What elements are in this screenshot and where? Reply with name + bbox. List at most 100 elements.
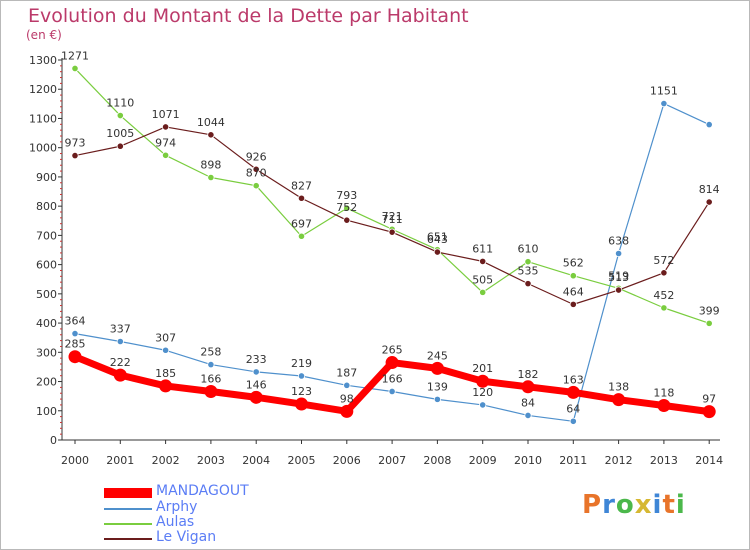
- data-point: [162, 346, 170, 354]
- data-point: [295, 397, 308, 411]
- data-label: 64: [566, 402, 580, 415]
- data-label: 166: [200, 372, 221, 385]
- y-tick-label: 1200: [29, 83, 57, 96]
- data-point: [479, 288, 487, 296]
- data-point: [204, 384, 218, 398]
- data-label: 926: [246, 150, 267, 163]
- data-point: [340, 404, 354, 418]
- data-point: [388, 228, 396, 236]
- data-point: [524, 258, 532, 266]
- x-tick-label: 2008: [423, 454, 451, 467]
- y-tick-label: 200: [36, 376, 57, 389]
- data-label: 139: [427, 380, 448, 393]
- y-tick-label: 900: [36, 171, 57, 184]
- data-point: [614, 249, 623, 258]
- data-point: [297, 372, 306, 380]
- data-label: 572: [653, 254, 674, 267]
- data-point: [524, 411, 532, 420]
- data-point: [479, 401, 487, 409]
- data-label: 84: [521, 396, 535, 409]
- data-label: 98: [340, 392, 354, 405]
- x-tick-label: 2005: [288, 454, 316, 467]
- data-label: 651: [427, 231, 448, 244]
- data-point: [657, 399, 671, 413]
- legend-swatch: [104, 523, 152, 525]
- data-label: 898: [200, 159, 221, 172]
- data-label: 187: [336, 366, 357, 379]
- data-label: 870: [246, 167, 267, 180]
- data-label: 285: [65, 338, 86, 351]
- data-point: [660, 304, 668, 312]
- data-label: 245: [427, 349, 448, 362]
- data-label: 258: [200, 346, 221, 359]
- data-point: [660, 269, 668, 277]
- x-tick-label: 2009: [469, 454, 497, 467]
- x-tick-label: 2014: [695, 454, 723, 467]
- x-tick-label: 2000: [61, 454, 89, 467]
- data-label: 814: [699, 183, 720, 196]
- legend-label: Le Vigan: [156, 529, 217, 545]
- x-tick-label: 2002: [152, 454, 180, 467]
- data-label: 711: [382, 213, 403, 226]
- series-line: [74, 68, 710, 324]
- y-tick-label: 700: [36, 229, 57, 242]
- data-point: [433, 248, 441, 256]
- data-label: 1110: [106, 97, 134, 110]
- data-label: 505: [472, 273, 493, 286]
- data-label: 166: [382, 372, 403, 385]
- data-label: 146: [246, 378, 267, 391]
- data-label: 611: [472, 242, 493, 255]
- data-point: [705, 121, 713, 129]
- data-label: 307: [155, 331, 176, 344]
- data-point: [162, 123, 170, 131]
- data-label: 364: [65, 315, 86, 328]
- data-label: 123: [291, 385, 312, 398]
- data-label: 399: [699, 304, 720, 317]
- unit-label: (en €): [26, 28, 62, 42]
- data-point: [521, 380, 535, 394]
- data-point: [705, 319, 713, 327]
- data-point: [433, 395, 441, 403]
- data-point: [297, 232, 306, 240]
- data-point: [343, 216, 351, 224]
- data-label: 185: [155, 367, 176, 380]
- data-point: [249, 390, 263, 404]
- data-point: [71, 329, 79, 338]
- data-point: [162, 151, 170, 159]
- y-tick-label: 500: [36, 288, 57, 301]
- data-label: 519: [608, 269, 629, 282]
- legend-label: Aulas: [156, 514, 195, 530]
- data-label: 337: [110, 322, 131, 335]
- data-point: [207, 131, 215, 139]
- y-tick-label: 800: [36, 200, 57, 213]
- data-label: 721: [382, 210, 403, 223]
- y-tick-label: 300: [36, 346, 57, 359]
- y-tick-label: 1300: [29, 54, 57, 67]
- data-point: [479, 257, 487, 265]
- data-label: 222: [110, 356, 131, 369]
- x-tick-label: 2003: [197, 454, 225, 467]
- data-point: [385, 356, 399, 370]
- x-tick-label: 2001: [106, 454, 134, 467]
- data-point: [612, 393, 626, 407]
- x-tick-label: 2004: [242, 454, 270, 467]
- data-point: [207, 173, 215, 182]
- data-label: 513: [608, 271, 629, 284]
- data-label: 163: [563, 373, 584, 386]
- data-label: 638: [608, 235, 629, 248]
- x-tick-label: 2007: [378, 454, 406, 467]
- data-point: [252, 165, 260, 173]
- chart-title: Evolution du Montant de la Dette par Hab…: [28, 5, 469, 27]
- data-label: 610: [518, 243, 539, 256]
- data-point: [476, 374, 490, 388]
- y-tick-label: 1100: [29, 112, 57, 125]
- y-tick-label: 100: [36, 405, 57, 418]
- data-label: 97: [702, 393, 716, 406]
- data-point: [430, 361, 444, 375]
- legend-swatch: [104, 508, 152, 510]
- data-point: [569, 272, 577, 280]
- data-label: 1005: [106, 127, 134, 140]
- data-label: 793: [336, 189, 357, 202]
